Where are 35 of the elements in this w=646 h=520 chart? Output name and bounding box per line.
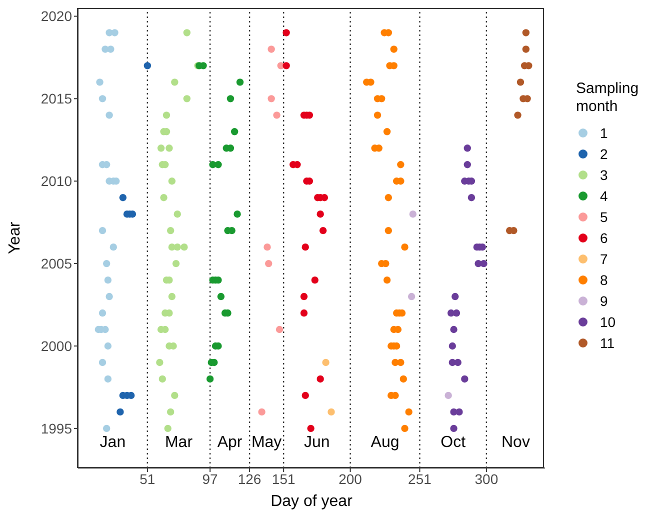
legend-label: 11 (600, 334, 615, 350)
y-axis-title: Year (6, 221, 24, 254)
x-axis-title: Day of year (270, 493, 354, 510)
legend-label: 9 (600, 292, 608, 308)
annotation: Jan (98, 434, 127, 452)
y-tick-label: 2010 (40, 173, 72, 190)
legend-label: 6 (600, 230, 608, 246)
x-tick-label: 126 (238, 470, 262, 487)
y-tick-label: 2020 (40, 8, 72, 24)
legend-label: 4 (600, 188, 608, 204)
legend-label: 2 (600, 146, 608, 162)
x-tick-label: 97 (202, 470, 218, 487)
legend-label: 1 (600, 124, 608, 140)
legend-label: 8 (600, 272, 608, 288)
legend-label: 10 (600, 314, 616, 330)
annotation: Aug (370, 434, 400, 452)
annotation: May (251, 434, 282, 451)
legend-label: 7 (600, 250, 608, 266)
x-tick-label: 200 (338, 470, 362, 487)
annotation: Apr (217, 434, 242, 451)
x-tick-label: 151 (272, 470, 296, 487)
y-tick-label: 2000 (40, 338, 72, 354)
legend-title: Sampling month (576, 80, 640, 116)
y-tick-label: 2005 (40, 256, 72, 272)
legend-label: 3 (600, 166, 608, 182)
x-tick-label: 300 (474, 470, 498, 487)
x-tick-label: 51 (140, 470, 156, 487)
y-tick-label: 2015 (40, 90, 72, 107)
annotation: Oct (440, 434, 467, 452)
annotation: Jun (303, 434, 331, 452)
legend-label: 5 (600, 208, 608, 224)
x-tick-label: 251 (408, 470, 432, 487)
annotation: Mar (164, 434, 194, 452)
y-tick-label: 1995 (40, 420, 72, 436)
annotation: Nov (500, 434, 531, 452)
